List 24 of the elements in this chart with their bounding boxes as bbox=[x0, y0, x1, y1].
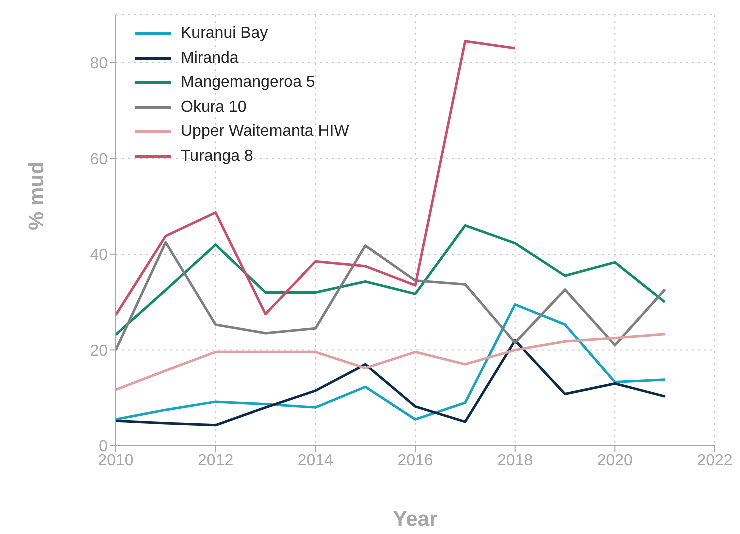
x-tick-label: 2022 bbox=[697, 452, 733, 470]
line-series bbox=[116, 224, 666, 336]
line-series bbox=[116, 333, 666, 392]
x-tick-label: 2016 bbox=[398, 452, 434, 470]
line-series bbox=[116, 339, 666, 427]
y-axis-title: % mud bbox=[25, 162, 48, 230]
x-tick-label: 2018 bbox=[498, 452, 534, 470]
y-tick-label: 20 bbox=[90, 342, 108, 360]
line-series bbox=[116, 40, 517, 317]
legend-label: Okura 10 bbox=[181, 98, 247, 117]
x-tick-label: 2014 bbox=[298, 452, 334, 470]
y-tick-label: 80 bbox=[90, 56, 108, 73]
x-axis-title: Year bbox=[393, 508, 438, 531]
legend-label: Mangemangeroa 5 bbox=[181, 74, 316, 92]
legend-label: Miranda bbox=[181, 50, 239, 68]
y-tick-label: 40 bbox=[90, 247, 108, 264]
legend-label: Kuranui Bay bbox=[181, 25, 268, 44]
line-series bbox=[116, 303, 666, 421]
y-tick-label: 60 bbox=[90, 151, 108, 168]
x-tick-label: 2012 bbox=[198, 452, 234, 470]
line-series bbox=[116, 241, 666, 352]
x-tick-label: 2020 bbox=[597, 452, 634, 470]
legend-label: Turanga 8 bbox=[181, 148, 254, 166]
legend-label: Upper Waitemanta HIW bbox=[181, 123, 350, 142]
